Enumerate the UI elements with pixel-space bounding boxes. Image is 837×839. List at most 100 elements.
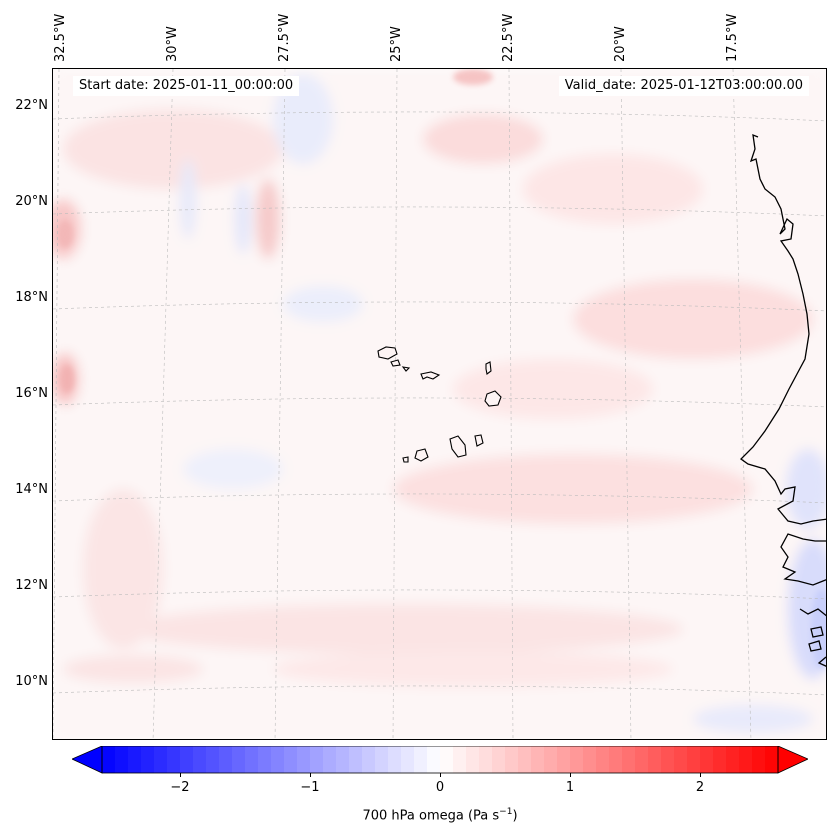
graticule bbox=[53, 69, 826, 739]
colorbar-band bbox=[414, 746, 428, 773]
colorbar-band bbox=[115, 746, 129, 773]
colorbar-band bbox=[362, 746, 376, 773]
coastline-far-south bbox=[817, 656, 826, 667]
valid-date-label: Valid_date: 2025-01-12T03:00:00.00 bbox=[558, 76, 809, 96]
colorbar-band bbox=[505, 746, 519, 773]
colorbar-band bbox=[219, 746, 233, 773]
colorbar-extend-left bbox=[72, 746, 103, 774]
colorbar-band bbox=[310, 746, 324, 773]
colorbar-band bbox=[167, 746, 181, 773]
colorbar-band bbox=[544, 746, 558, 773]
colorbar-band bbox=[609, 746, 623, 773]
colorbar-label: 700 hPa omega (Pa s−1) bbox=[362, 807, 518, 824]
colorbar-band bbox=[141, 746, 155, 773]
colorbar-bands bbox=[102, 746, 779, 773]
latitude-label: 22°N bbox=[15, 98, 48, 113]
colorbar-band bbox=[336, 746, 350, 773]
colorbar-band bbox=[427, 746, 441, 773]
longitude-label: 17.5°W bbox=[725, 13, 740, 62]
islands-bissau bbox=[808, 626, 824, 652]
island-santiago bbox=[449, 435, 467, 458]
colorbar-band bbox=[765, 746, 779, 773]
colorbar-band bbox=[349, 746, 363, 773]
start-date-label: Start date: 2025-01-11_00:00:00 bbox=[73, 76, 300, 96]
colorbar-tick-mark bbox=[180, 773, 181, 777]
omega-field bbox=[53, 69, 826, 739]
colorbar-band bbox=[635, 746, 649, 773]
colorbar-band bbox=[154, 746, 168, 773]
colorbar-tick-label: 1 bbox=[565, 780, 575, 795]
colorbar-band bbox=[739, 746, 753, 773]
omega-field-map bbox=[53, 69, 826, 739]
colorbar-band bbox=[258, 746, 272, 773]
cape-verde-islands bbox=[377, 346, 502, 463]
colorbar-band bbox=[206, 746, 220, 773]
colorbar-band bbox=[518, 746, 532, 773]
colorbar-band bbox=[128, 746, 142, 773]
latitude-label: 18°N bbox=[15, 290, 48, 305]
colorbar-band bbox=[557, 746, 571, 773]
colorbar-band bbox=[492, 746, 506, 773]
colorbar-band bbox=[752, 746, 766, 773]
colorbar-band bbox=[193, 746, 207, 773]
colorbar-band bbox=[479, 746, 493, 773]
colorbar-band bbox=[713, 746, 727, 773]
colorbar-band bbox=[648, 746, 662, 773]
latitude-label: 14°N bbox=[15, 482, 48, 497]
longitude-label: 32.5°W bbox=[53, 13, 68, 62]
colorbar-band bbox=[102, 746, 116, 773]
colorbar-band bbox=[622, 746, 636, 773]
colorbar-band bbox=[466, 746, 480, 773]
colorbar-band bbox=[531, 746, 545, 773]
island-brava bbox=[402, 456, 409, 463]
colorbar-tick-mark bbox=[700, 773, 701, 777]
colorbar-band bbox=[232, 746, 246, 773]
island-boa-vista bbox=[484, 390, 502, 407]
island-santo-antao bbox=[377, 346, 398, 360]
colorbar-tick-label: 2 bbox=[695, 780, 705, 795]
colorbar-band bbox=[661, 746, 675, 773]
longitude-label: 20°W bbox=[613, 26, 628, 62]
colorbar-band bbox=[245, 746, 259, 773]
colorbar-band bbox=[271, 746, 285, 773]
colorbar-band bbox=[596, 746, 610, 773]
colorbar-band bbox=[583, 746, 597, 773]
island-sao-vicente bbox=[390, 359, 401, 367]
colorbar-tick-label: 0 bbox=[435, 780, 445, 795]
colorbar bbox=[72, 746, 808, 774]
colorbar-band bbox=[388, 746, 402, 773]
coastline bbox=[739, 133, 826, 667]
colorbar-band bbox=[674, 746, 688, 773]
coastline-africa-south bbox=[780, 533, 826, 586]
colorbar-band bbox=[700, 746, 714, 773]
colorbar-band bbox=[375, 746, 389, 773]
colorbar-band bbox=[726, 746, 740, 773]
colorbar-tick-label: −1 bbox=[300, 780, 320, 795]
colorbar-band bbox=[297, 746, 311, 773]
map-panel[interactable] bbox=[52, 68, 827, 740]
latitude-label: 12°N bbox=[15, 578, 48, 593]
island-santa-luzia bbox=[401, 366, 411, 372]
colorbar-tick-mark bbox=[570, 773, 571, 777]
colorbar-band bbox=[401, 746, 415, 773]
island-maio bbox=[474, 434, 484, 447]
longitude-label: 27.5°W bbox=[277, 13, 292, 62]
latitude-label: 16°N bbox=[15, 386, 48, 401]
island-sao-nicolau bbox=[420, 371, 441, 380]
colorbar-tick-label: −2 bbox=[170, 780, 190, 795]
colorbar-band bbox=[687, 746, 701, 773]
colorbar-band bbox=[323, 746, 337, 773]
colorbar-band bbox=[180, 746, 194, 773]
coastline-bissau bbox=[799, 608, 826, 617]
island-fogo bbox=[414, 448, 429, 462]
colorbar-band bbox=[284, 746, 298, 773]
colorbar-band bbox=[570, 746, 584, 773]
longitude-label: 22.5°W bbox=[501, 13, 516, 62]
coastline-africa bbox=[739, 133, 826, 525]
island-sal bbox=[485, 361, 492, 375]
colorbar-extend-right bbox=[777, 746, 808, 774]
colorbar-tick-mark bbox=[440, 773, 441, 777]
colorbar-band bbox=[453, 746, 467, 773]
colorbar-band bbox=[440, 746, 454, 773]
latitude-label: 10°N bbox=[15, 674, 48, 689]
